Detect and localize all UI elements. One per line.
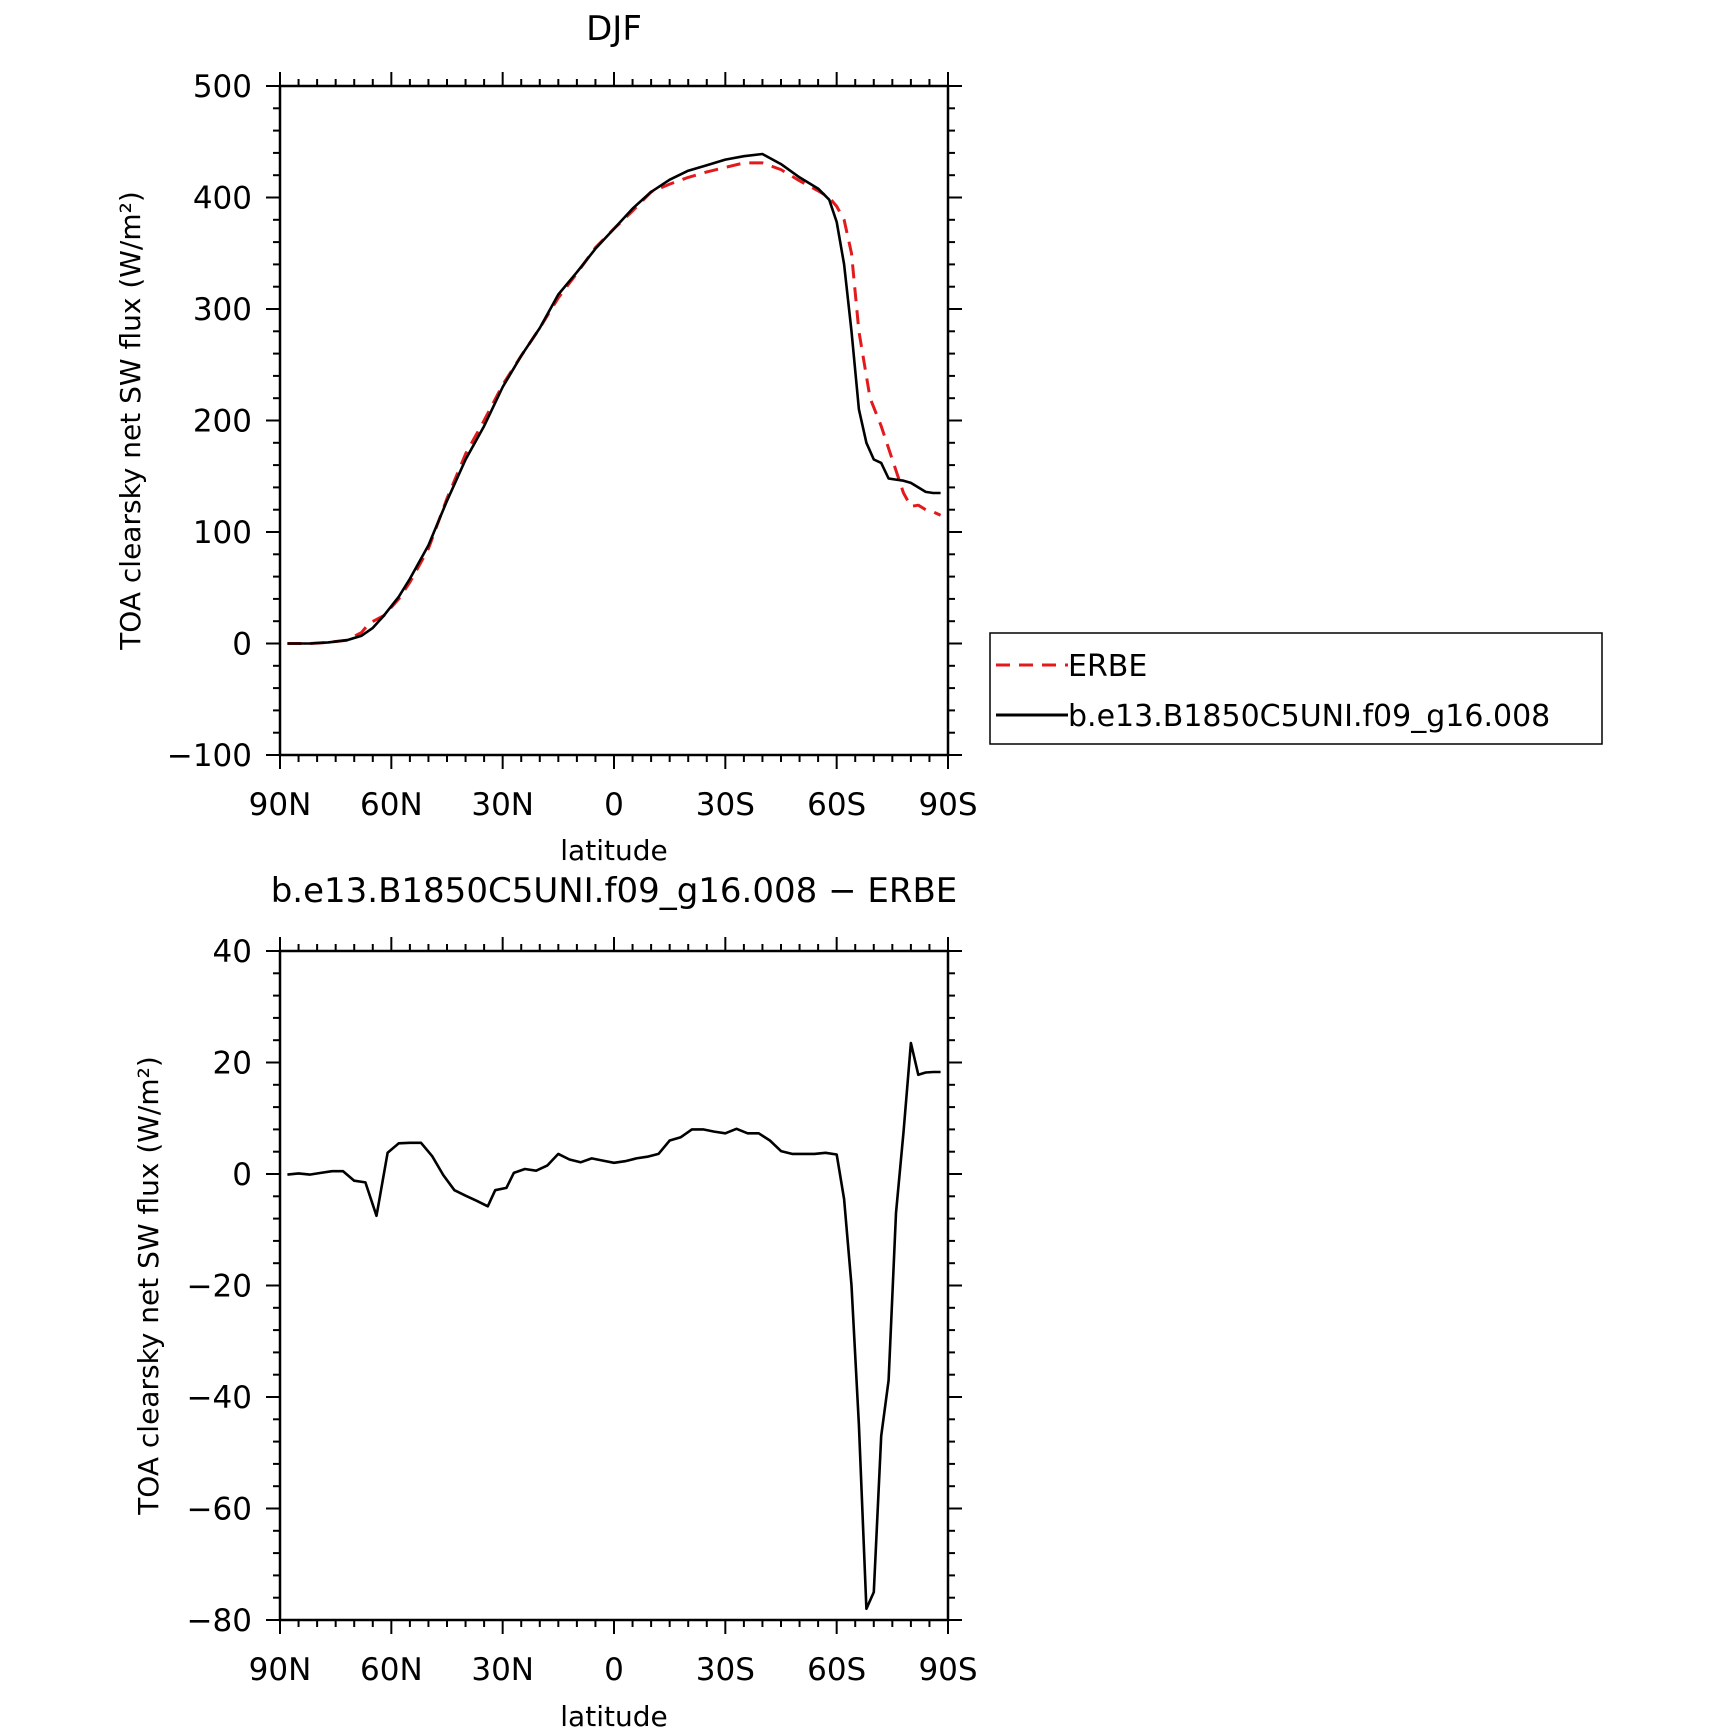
x-tick-label: 60N bbox=[360, 787, 423, 823]
plot-frame bbox=[278, 84, 950, 757]
y-tick-label: 500 bbox=[193, 69, 252, 105]
y-tick-label: 400 bbox=[193, 181, 252, 217]
chart-title: b.e13.B1850C5UNI.f09_g16.008 − ERBE bbox=[271, 871, 958, 911]
bottom-panel-difference: b.e13.B1850C5UNI.f09_g16.008 − ERBE lati… bbox=[132, 871, 978, 1733]
x-tick-label: 60N bbox=[360, 1652, 423, 1688]
x-axis-label: latitude bbox=[560, 834, 667, 867]
x-tick-label: 60S bbox=[807, 1652, 866, 1688]
y-tick-label: −20 bbox=[187, 1269, 252, 1305]
x-tick-label: 30S bbox=[696, 1652, 755, 1688]
y-tick-label: 40 bbox=[213, 934, 252, 970]
y-tick-label: 20 bbox=[213, 1046, 252, 1082]
plot-frame bbox=[278, 949, 950, 1622]
legend-box bbox=[989, 632, 1603, 745]
y-tick-label: 0 bbox=[232, 1157, 252, 1193]
x-tick-label: 30N bbox=[471, 1652, 534, 1688]
x-tick-label: 90N bbox=[249, 787, 312, 823]
legend-label-erbe: ERBE bbox=[1068, 649, 1147, 684]
y-axis-label: TOA clearsky net SW flux (W/m²) bbox=[114, 191, 147, 651]
y-tick-label: −60 bbox=[187, 1492, 252, 1528]
x-tick-label: 60S bbox=[807, 787, 866, 823]
legend: ERBE b.e13.B1850C5UNI.f09_g16.008 bbox=[989, 632, 1603, 745]
x-tick-label: 0 bbox=[604, 1652, 624, 1688]
y-tick-label: 200 bbox=[193, 404, 252, 440]
chart-title: DJF bbox=[586, 9, 642, 49]
x-tick-label: 30S bbox=[696, 787, 755, 823]
series-line-erbe bbox=[287, 161, 942, 645]
series-line-difference bbox=[287, 1041, 941, 1611]
x-tick-label: 90S bbox=[918, 787, 977, 823]
x-tick-label: 90N bbox=[249, 1652, 312, 1688]
x-tick-label: 30N bbox=[471, 787, 534, 823]
y-tick-label: −80 bbox=[187, 1603, 252, 1639]
y-tick-label: −100 bbox=[167, 738, 252, 774]
x-tick-label: 0 bbox=[604, 787, 624, 823]
top-panel-djf: DJF latitude TOA clearsky net SW flux (W… bbox=[114, 9, 978, 867]
y-tick-label: 0 bbox=[232, 627, 252, 663]
x-axis-label: latitude bbox=[560, 1700, 667, 1733]
x-tick-label: 90S bbox=[918, 1652, 977, 1688]
legend-label-model: b.e13.B1850C5UNI.f09_g16.008 bbox=[1068, 699, 1550, 734]
y-tick-label: 300 bbox=[193, 292, 252, 328]
y-tick-label: −40 bbox=[187, 1380, 252, 1416]
y-axis-label: TOA clearsky net SW flux (W/m²) bbox=[132, 1056, 165, 1516]
series-line-b-e13-b1850c5uni-f09-g16-008 bbox=[287, 152, 941, 645]
y-tick-label: 100 bbox=[193, 515, 252, 551]
